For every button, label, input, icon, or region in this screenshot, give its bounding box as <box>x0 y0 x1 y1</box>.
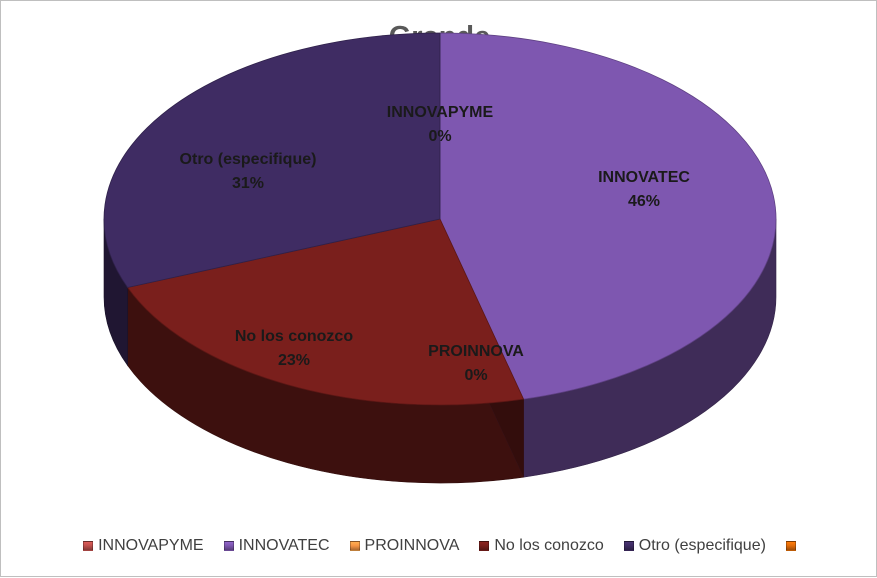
legend-swatch <box>349 541 360 551</box>
data-label-name-otro-especifique-: Otro (especifique) <box>180 151 317 168</box>
data-label-value-innovapyme: 0% <box>428 128 451 145</box>
legend-item: No los conozco <box>479 537 604 555</box>
data-label-value-proinnova: 0% <box>464 367 487 384</box>
legend: INNOVAPYME INNOVATEC PROINNOVA No los conoz… <box>1 537 877 555</box>
legend-item: Otro (especifique) <box>623 537 766 555</box>
data-label-name-proinnova: PROINNOVA <box>428 343 524 360</box>
legend-label: PROINNOVA <box>364 537 460 554</box>
legend-item <box>785 541 796 551</box>
legend-label: INNOVAPYME <box>98 537 204 554</box>
data-label-value-otro-especifique-: 31% <box>232 175 264 192</box>
legend-swatch <box>223 541 234 551</box>
legend-label: No los conozco <box>494 537 604 554</box>
data-label-name-innovapyme: INNOVAPYME <box>387 104 494 121</box>
legend-label: INNOVATEC <box>238 537 330 554</box>
data-label-name-innovatec: INNOVATEC <box>598 169 690 186</box>
legend-swatch <box>623 541 634 551</box>
legend-item: INNOVAPYME <box>83 537 204 555</box>
data-label-name-no-los-conozco: No los conozco <box>235 328 353 345</box>
legend-swatch <box>785 541 796 551</box>
pie-slice-innovatec <box>439 32 777 400</box>
data-label-value-no-los-conozco: 23% <box>278 352 310 369</box>
pie-slice-no-los-conozco <box>126 218 525 406</box>
legend-item: PROINNOVA <box>349 537 460 555</box>
legend-swatch <box>479 541 490 551</box>
legend-swatch <box>83 541 94 551</box>
legend-label: Otro (especifique) <box>638 537 766 554</box>
legend-item: INNOVATEC <box>223 537 330 555</box>
data-label-value-innovatec: 46% <box>628 193 660 210</box>
pie-slice-otro-especifique- <box>103 32 441 288</box>
